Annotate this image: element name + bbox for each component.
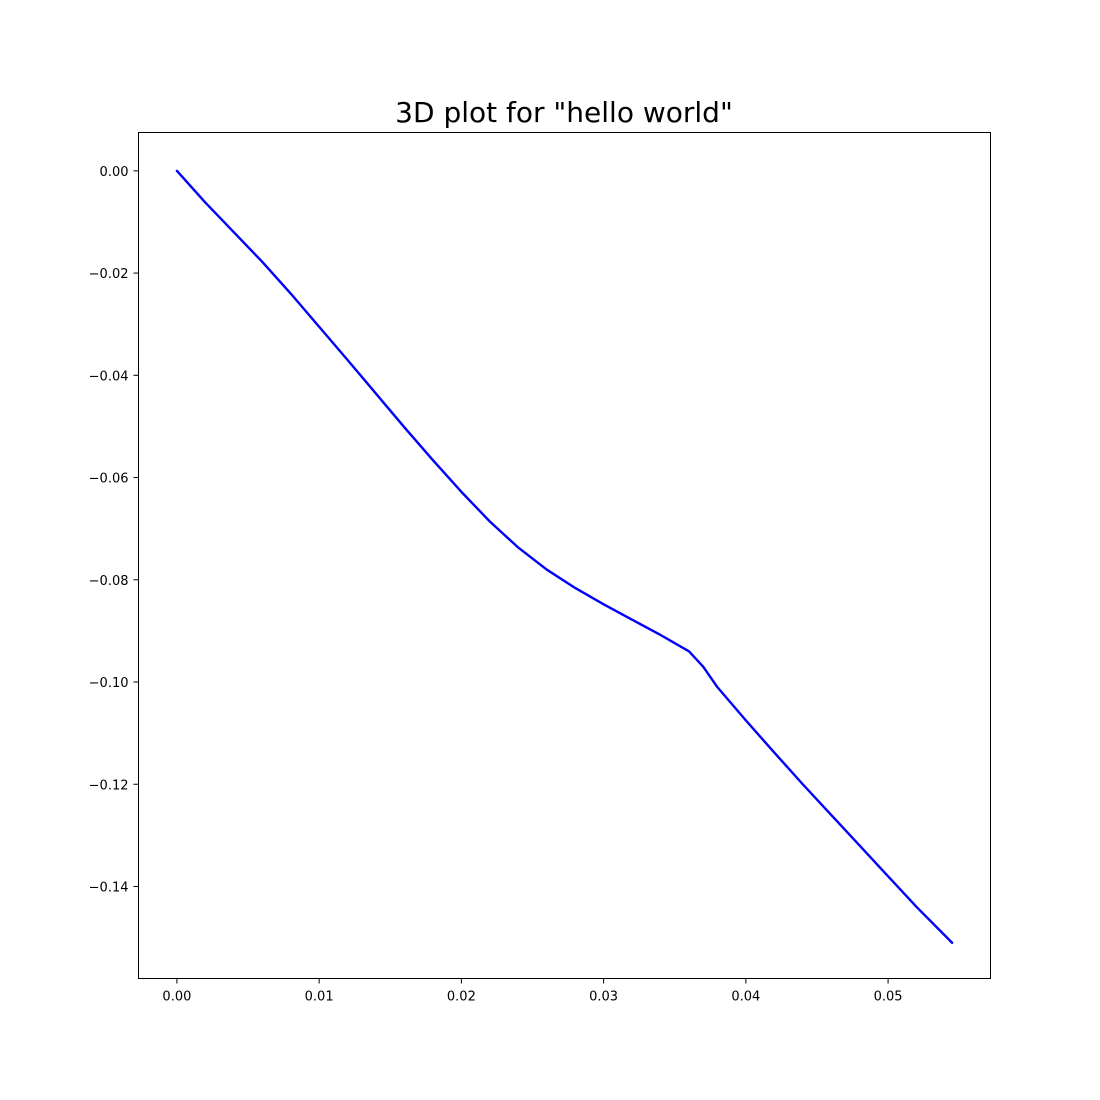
y-tick-label: −0.02 <box>89 267 129 282</box>
x-axis: 0.00 0.01 0.02 0.03 0.04 0.05 <box>162 978 903 1005</box>
x-tick-label: 0.02 <box>447 990 476 1005</box>
y-tick-label: −0.08 <box>89 574 129 589</box>
x-tick-label: 0.04 <box>731 990 760 1005</box>
y-tick-label: −0.12 <box>89 778 129 793</box>
y-tick-label: −0.14 <box>89 880 129 895</box>
y-tick-label: 0.00 <box>100 165 129 180</box>
series-line-0 <box>175 169 954 944</box>
axes-frame <box>138 132 991 979</box>
y-axis: 0.00 −0.02 −0.04 −0.06 −0.08 −0.10 −0.12 −0.14 <box>89 165 139 895</box>
chart-title: 3D plot for "hello world" <box>395 96 733 129</box>
plot-area <box>175 169 954 944</box>
y-tick-label: −0.04 <box>89 369 129 384</box>
y-tick-label: −0.10 <box>89 676 129 691</box>
x-tick-label: 0.01 <box>305 990 334 1005</box>
y-tick-label: −0.06 <box>89 472 129 487</box>
x-tick-label: 0.05 <box>874 990 903 1005</box>
x-tick-label: 0.03 <box>589 990 618 1005</box>
x-tick-label: 0.00 <box>162 990 191 1005</box>
